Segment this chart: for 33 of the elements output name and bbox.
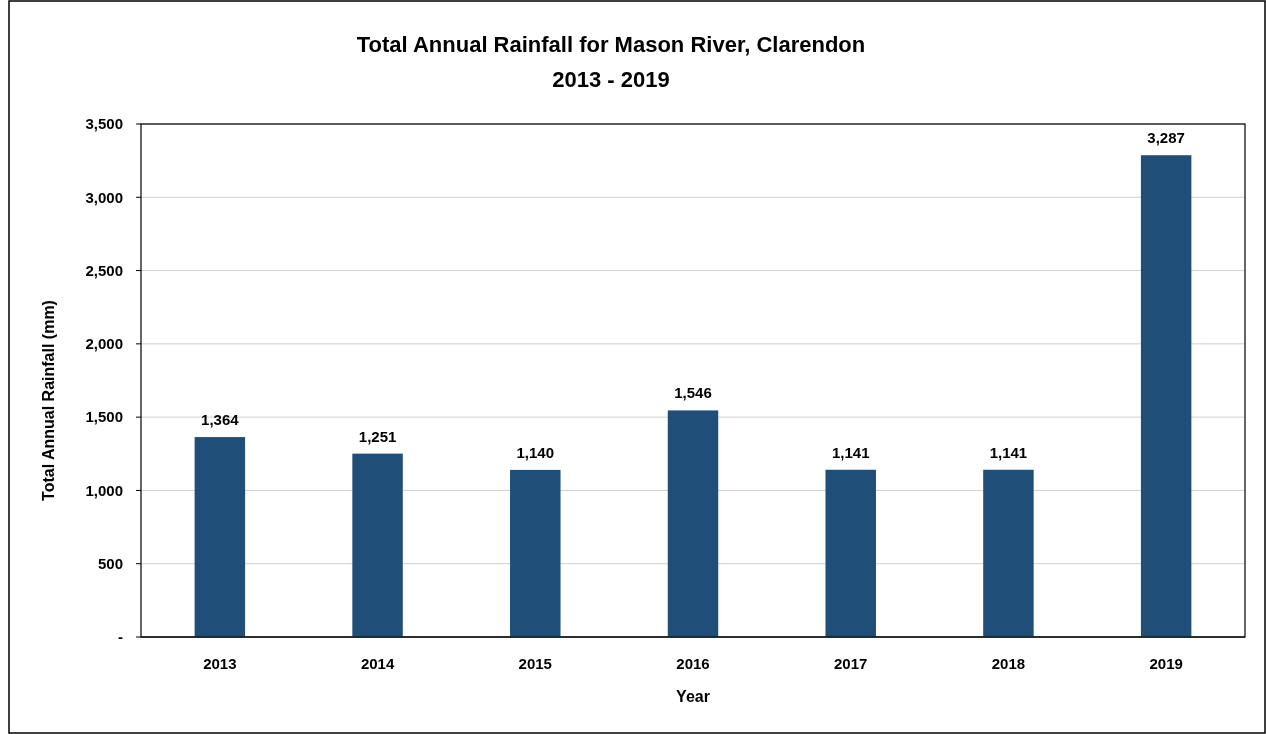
- y-tick-label: 3,000: [85, 188, 123, 206]
- data-label: 3,287: [1147, 129, 1185, 147]
- x-tick-label: 2015: [518, 655, 552, 672]
- bar: [825, 469, 876, 637]
- x-tick-label: 2017: [834, 655, 868, 672]
- bar: [983, 469, 1034, 637]
- x-tick-label: 2016: [676, 655, 710, 672]
- data-label: 1,141: [989, 443, 1028, 461]
- bar: [352, 453, 403, 637]
- y-tick-label: 1,500: [85, 408, 123, 426]
- chart-subtitle: 2013 - 2019: [552, 67, 670, 92]
- chart-title: Total Annual Rainfall for Mason River, Clarendon: [356, 32, 866, 57]
- data-label: 1,141: [831, 443, 870, 461]
- data-label: 1,364: [201, 411, 240, 429]
- y-tick-label: 2,000: [85, 335, 123, 353]
- x-axis-title: Year: [676, 688, 710, 705]
- x-tick-label: 2014: [360, 655, 395, 672]
- bar: [510, 469, 561, 637]
- y-tick-label: 1,000: [85, 481, 123, 499]
- x-tick-label: 2018: [991, 655, 1026, 672]
- data-label: 1,546: [674, 384, 712, 402]
- y-tick-label: 500: [97, 554, 123, 572]
- y-tick-label: -: [118, 628, 123, 646]
- bar: [667, 410, 719, 637]
- x-tick-label: 2019: [1149, 655, 1183, 672]
- data-label: 1,140: [516, 443, 555, 461]
- bar: [194, 437, 246, 637]
- y-axis-title: Total Annual Rainfall (mm): [40, 300, 57, 501]
- y-tick-label: 3,500: [85, 115, 123, 133]
- y-tick-label: 2,500: [85, 261, 123, 279]
- x-tick-label: 2013: [203, 655, 237, 672]
- data-label: 1,251: [358, 427, 397, 445]
- bar: [1140, 155, 1192, 637]
